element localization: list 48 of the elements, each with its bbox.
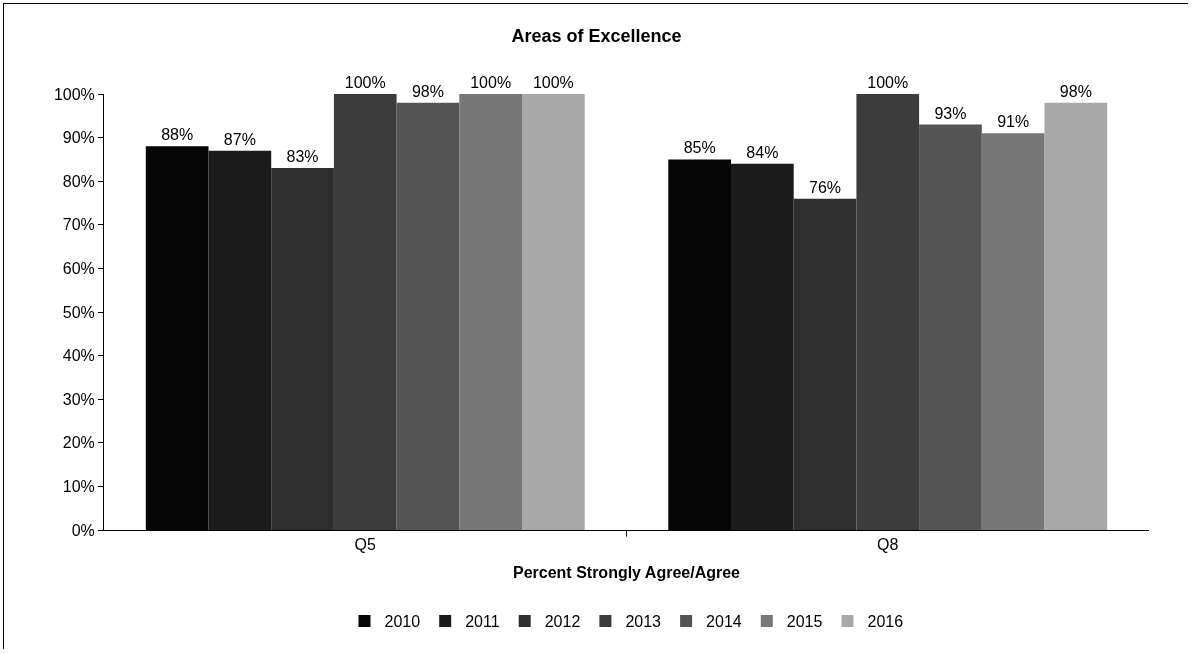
y-tick-label: 10% [62,478,95,495]
data-label: 88% [161,126,194,144]
data-label: 98% [1059,82,1092,100]
y-tick-label: 80% [62,172,95,190]
y-tick-label: 40% [62,347,95,365]
bar [459,94,522,530]
y-tick-label: 100% [53,85,95,103]
bar [981,133,1045,530]
bar [793,198,857,530]
legend-label: 2010 [384,613,421,631]
legend-label: 2012 [544,613,581,631]
data-label: 85% [683,139,716,157]
y-tick-label: 50% [62,303,95,321]
y-tick-label: 30% [62,390,95,408]
x-tick-label: Q8 [877,536,899,554]
data-label: 83% [286,148,319,166]
bar [731,163,794,530]
data-label: 91% [997,113,1030,131]
bar [208,150,272,530]
y-tick-label: 20% [62,434,95,452]
legend-label: 2011 [465,613,500,631]
bar [396,102,460,530]
y-tick-label: 0% [71,521,95,539]
chart-title: Areas of Excellence [511,26,682,47]
data-label: 100% [344,74,386,91]
bar [522,94,585,530]
bar [1044,102,1108,530]
y-tick-label: 60% [62,260,95,277]
data-label: 93% [934,104,967,122]
data-label: 76% [809,178,842,196]
bar [919,124,982,530]
data-label: 84% [746,143,779,161]
y-tick-label: 90% [62,129,95,147]
legend-label: 2013 [625,613,662,631]
data-label: 100% [532,74,574,91]
bar [271,168,334,530]
legend-label: 2015 [786,613,823,631]
bar [856,94,920,530]
legend-label: 2016 [867,613,904,631]
bar [333,94,397,530]
data-label: 100% [867,74,909,91]
y-tick-label: 70% [62,216,95,234]
x-tick-label: Q5 [354,536,377,554]
x-axis-title: Percent Strongly Agree/Agree [512,563,741,581]
data-label: 98% [411,82,444,100]
data-label: 87% [223,130,256,148]
data-label: 100% [470,74,512,91]
legend-label: 2014 [706,613,742,631]
